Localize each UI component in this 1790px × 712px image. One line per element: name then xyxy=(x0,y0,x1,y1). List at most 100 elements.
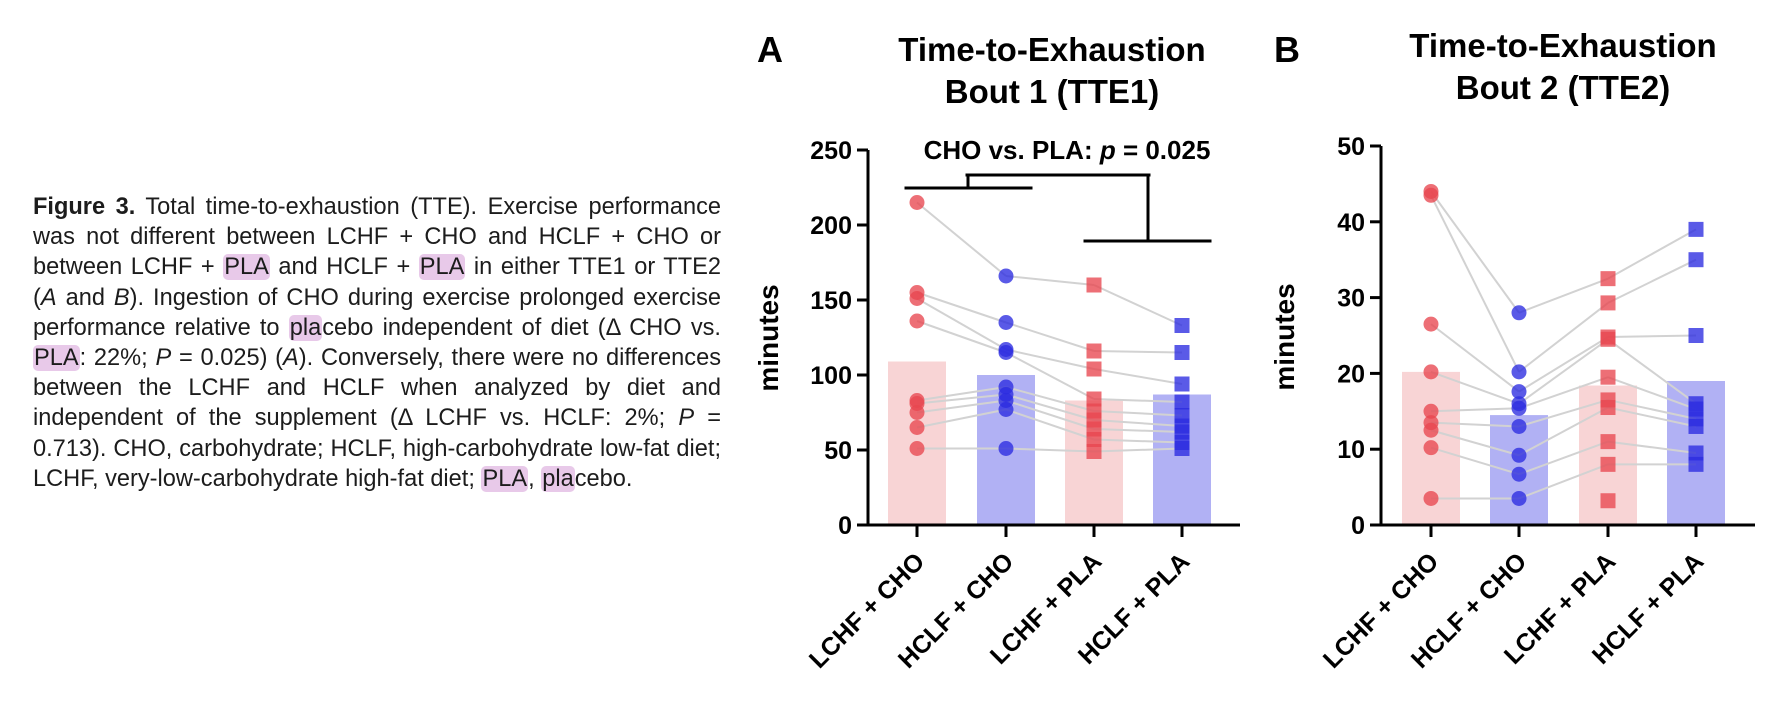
subject-line xyxy=(1005,275,1095,286)
data-point xyxy=(1423,490,1439,506)
data-point xyxy=(1511,447,1527,463)
subject-line xyxy=(1005,386,1095,412)
subject-line xyxy=(1430,370,1520,405)
significance-bracket xyxy=(904,173,1212,243)
data-point xyxy=(1174,376,1190,392)
data-point xyxy=(1511,305,1527,321)
subject-line xyxy=(1607,258,1697,304)
caption-italic: A xyxy=(283,345,299,372)
caption-highlight: PLA xyxy=(481,465,529,492)
chart-title-line2: Bout 1 (TTE1) xyxy=(945,73,1159,110)
data-point xyxy=(1600,369,1616,385)
y-tick-label: 200 xyxy=(810,212,852,240)
y-tick-label: 50 xyxy=(824,437,852,465)
data-point xyxy=(998,268,1014,284)
subject-line xyxy=(1607,440,1697,454)
caption-text: Total time-to-exhaustion (TTE). Exercise… xyxy=(33,194,722,281)
y-axis-label: minutes xyxy=(753,284,784,391)
data-point xyxy=(1688,252,1704,268)
y-tick-label: 20 xyxy=(1337,360,1365,388)
data-point xyxy=(1688,418,1704,434)
data-point xyxy=(1174,345,1190,360)
data-point xyxy=(1511,466,1527,482)
subject-line xyxy=(1518,336,1609,393)
data-point xyxy=(1511,418,1527,434)
data-point xyxy=(1511,364,1527,380)
data-point xyxy=(1174,441,1190,456)
y-tick-label: 0 xyxy=(1351,512,1365,540)
data-point xyxy=(909,313,925,329)
subject-line xyxy=(1607,398,1697,420)
data-point xyxy=(1600,400,1616,416)
chart-title-line1: Time-to-Exhaustion xyxy=(898,31,1205,68)
subject-line xyxy=(916,393,1007,405)
data-point xyxy=(909,291,925,306)
significance-annotation: CHO vs. PLA: p = 0.025 xyxy=(924,135,1211,165)
subject-line xyxy=(1430,421,1520,428)
subject-line xyxy=(1518,440,1609,476)
caption-text: in either TTE1 or TTE2 ( xyxy=(33,254,721,311)
data-point xyxy=(1600,493,1616,509)
data-point xyxy=(909,420,925,435)
chart-panel-a: A Time-to-Exhaustion Bout 1 (TTE1) minut… xyxy=(753,29,1240,674)
data-point xyxy=(1688,445,1704,461)
y-tick-label: 50 xyxy=(1337,133,1365,161)
caption-italic: P xyxy=(155,345,172,372)
data-point xyxy=(1423,364,1439,380)
subject-line xyxy=(1005,393,1095,421)
subject-line xyxy=(1518,463,1609,500)
caption-highlight: PLA xyxy=(418,254,466,281)
data-point xyxy=(1086,432,1102,447)
data-point xyxy=(1600,434,1616,450)
subject-line xyxy=(1093,368,1183,385)
subject-line xyxy=(1430,194,1520,373)
data-point xyxy=(1600,271,1616,287)
figure-label: Figure 3. xyxy=(33,194,136,220)
subject-line xyxy=(1005,447,1095,453)
y-tick-label: 10 xyxy=(1337,436,1365,464)
y-axis-label: minutes xyxy=(1269,283,1300,390)
subject-line xyxy=(1430,190,1520,314)
data-point xyxy=(1086,361,1102,377)
subject-line xyxy=(1005,408,1095,441)
data-point xyxy=(1174,318,1190,333)
subject-line xyxy=(916,201,1007,277)
data-point xyxy=(909,195,925,210)
data-point xyxy=(1423,403,1439,419)
subject-line xyxy=(1093,438,1183,444)
subject-line xyxy=(1518,376,1609,410)
data-point xyxy=(1511,400,1527,416)
subject-line xyxy=(1093,284,1183,327)
subject-line xyxy=(1607,334,1697,339)
subject-line xyxy=(916,291,1007,324)
data-point xyxy=(1688,221,1704,237)
subject-line xyxy=(1518,302,1609,373)
y-tick-label: 40 xyxy=(1337,209,1365,237)
subject-line xyxy=(1607,406,1697,428)
subject-line xyxy=(1430,407,1520,413)
subject-line xyxy=(916,320,1007,354)
caption-text: and xyxy=(56,284,114,311)
subject-line xyxy=(916,399,1007,414)
caption-text: = 0.025) ( xyxy=(171,345,284,372)
y-tick-label: 150 xyxy=(810,287,852,315)
data-point xyxy=(1086,444,1102,459)
subject-line xyxy=(1518,398,1609,428)
data-point xyxy=(1423,422,1439,438)
caption-highlight: PLA xyxy=(33,345,80,372)
subject-line xyxy=(916,297,1007,351)
caption-highlight: PLA xyxy=(223,254,270,281)
subject-line xyxy=(916,408,1007,429)
figure-caption: Figure 3. Total time-to-exhaustion (TTE)… xyxy=(33,192,721,494)
data-point xyxy=(1600,456,1616,472)
data-point xyxy=(1600,331,1616,347)
caption-text: , xyxy=(528,465,542,492)
subject-line xyxy=(1518,277,1609,314)
chart-title-line2: Bout 2 (TTE2) xyxy=(1456,69,1670,106)
subject-line xyxy=(1518,406,1609,457)
y-tick-label: 100 xyxy=(810,362,852,390)
data-point xyxy=(1600,295,1616,311)
data-point xyxy=(909,405,925,420)
data-point xyxy=(1423,440,1439,456)
data-point xyxy=(1423,316,1439,332)
